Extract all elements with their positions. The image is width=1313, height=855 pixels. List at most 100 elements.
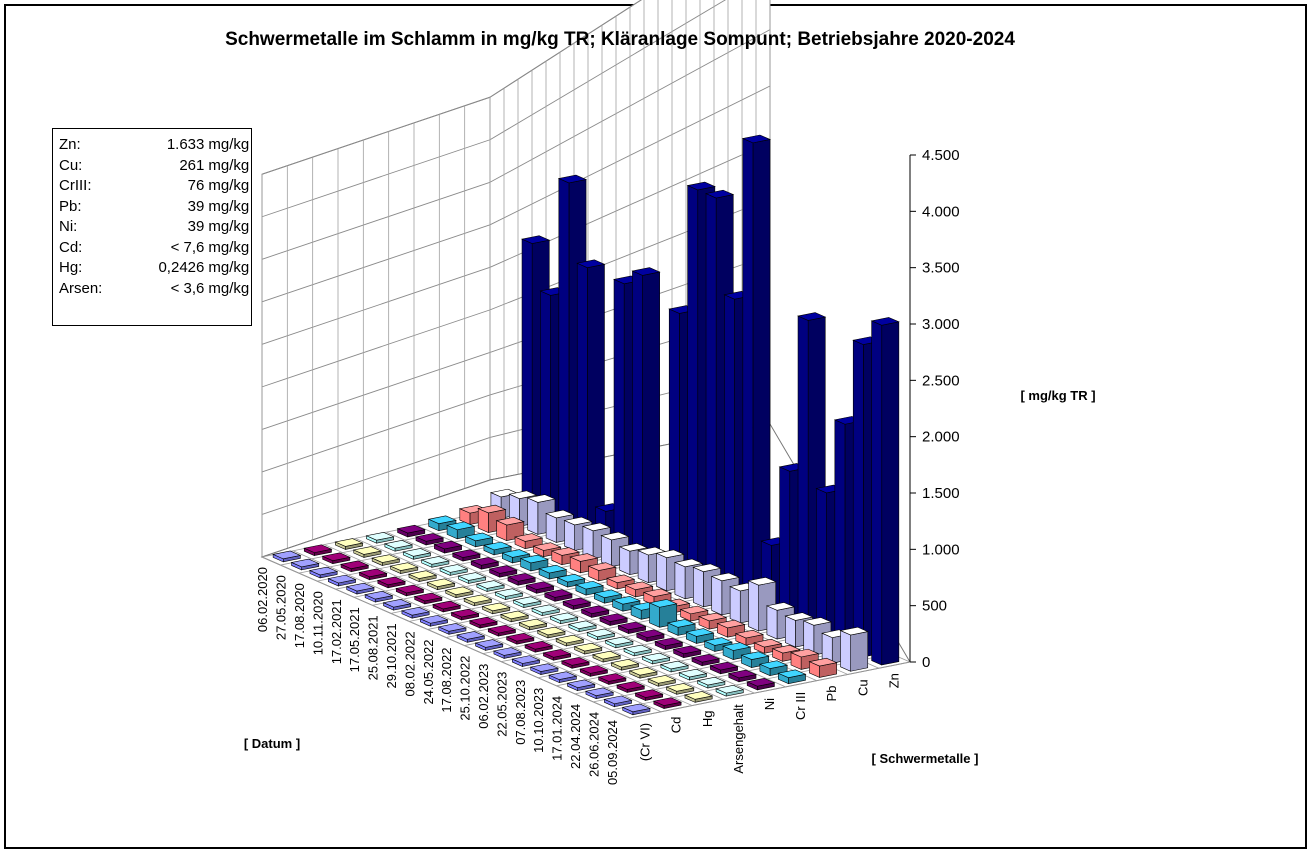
bar-arsengehalt xyxy=(531,604,561,617)
z-tick-label: 4.000 xyxy=(922,203,960,220)
bar-ni xyxy=(414,533,445,546)
legend-unit: mg/kg xyxy=(208,197,250,215)
bar-ni xyxy=(709,661,739,675)
bar-crvi xyxy=(474,639,504,651)
bar-arsengehalt xyxy=(641,652,671,665)
date-tick-label: 10.10.2023 xyxy=(531,688,546,753)
legend-name: Pb: xyxy=(59,197,82,215)
bar-arsengehalt xyxy=(623,644,653,657)
bar-hg xyxy=(628,667,658,679)
legend-value: 39 xyxy=(187,218,205,235)
date-tick-label: 10.11.2020 xyxy=(310,591,325,655)
bar-crvi xyxy=(584,687,615,700)
bar-cd xyxy=(432,600,462,613)
bar-cd xyxy=(597,673,627,685)
legend-unit: mg/kg xyxy=(208,218,250,235)
bar-arsengehalt xyxy=(586,628,616,641)
floor-gridline xyxy=(292,550,662,713)
legend-value: < 7,6 xyxy=(170,238,205,256)
summary-legend-box: Zn: 1.633 mg/kg Cu: 261 mg/kg CrIII: 76 mg/kg Pb:… xyxy=(52,128,252,326)
bar-zn xyxy=(870,317,900,666)
legend-name: Cd: xyxy=(59,238,83,256)
metal-tick-label: (Cr VI) xyxy=(638,723,653,761)
z-tick-label: 3.000 xyxy=(922,316,960,333)
bar-ni xyxy=(451,549,482,562)
legend-name: Cu: xyxy=(59,156,83,174)
gridline-left xyxy=(261,96,491,175)
legend-row: Ni: 39 mg/kg xyxy=(59,217,251,238)
bar-crvi xyxy=(456,631,486,643)
gridline-left xyxy=(261,309,491,388)
bar-hg xyxy=(389,562,419,575)
legend-value: < 3,6 xyxy=(170,279,205,297)
bar-pb xyxy=(532,542,562,558)
legend-unit: mg/kg xyxy=(208,259,250,276)
date-tick-label: 22.05.2023 xyxy=(494,672,509,737)
bar-hg xyxy=(463,594,493,607)
bar-crvi xyxy=(603,695,633,708)
bar-hg xyxy=(518,618,548,631)
legend-row: Pb: 39 mg/kg xyxy=(59,197,251,218)
bar-criii xyxy=(538,564,568,580)
bar-cd xyxy=(560,657,591,669)
bar-pb xyxy=(624,581,654,598)
bar-cd xyxy=(468,616,499,629)
date-tick-label: 29.10.2021 xyxy=(384,623,399,688)
bar-arsengehalt xyxy=(678,668,708,681)
bar-ni xyxy=(672,645,702,659)
legend-value: 1.633 xyxy=(166,136,205,153)
floor-gridline xyxy=(261,556,631,719)
bar-crvi xyxy=(290,558,320,571)
date-tick-label: 08.02.2022 xyxy=(402,631,417,696)
bar-hg xyxy=(647,675,677,687)
bar-pb xyxy=(606,574,636,590)
bar-ni xyxy=(598,613,629,626)
floor-gridline xyxy=(324,544,693,706)
bar-ni xyxy=(635,629,666,643)
date-tick-label: 26.06.2024 xyxy=(586,712,601,777)
date-tick-label: 25.10.2022 xyxy=(458,656,473,721)
bar-arsengehalt xyxy=(549,612,579,625)
bar-ni xyxy=(543,589,574,602)
legend-name: CrIII: xyxy=(59,177,92,194)
metal-tick-label: Zn xyxy=(886,673,901,688)
bar-criii xyxy=(648,599,678,628)
date-tick-label: 17.08.2022 xyxy=(439,648,454,713)
bar-cd xyxy=(542,649,572,661)
bar-crvi xyxy=(364,590,394,603)
legend-name: Ni: xyxy=(59,218,78,235)
bar-ni xyxy=(506,573,537,586)
legend-name: Hg: xyxy=(59,259,83,276)
bar-hg xyxy=(407,570,438,583)
gridline-left xyxy=(261,394,491,473)
z-tick-label: 3.500 xyxy=(922,260,960,277)
bar-arsengehalt xyxy=(439,564,469,576)
x-axis-label: [ Datum ] xyxy=(244,736,300,751)
legend-value: 0,2426 xyxy=(158,259,205,276)
bar-arsengehalt xyxy=(715,684,745,697)
bar-crvi xyxy=(492,647,523,659)
bar-cd xyxy=(340,560,370,573)
bar-arsengehalt xyxy=(420,556,450,568)
bar-ni xyxy=(746,678,776,691)
bar-cd xyxy=(303,544,333,557)
date-tick-label: 24.05.2022 xyxy=(421,639,436,704)
legend-row: Arsen: < 3,6 mg/kg xyxy=(59,279,251,300)
metal-tick-label: Pb xyxy=(824,686,839,702)
bar-cd xyxy=(321,552,351,565)
bar-hg xyxy=(481,602,511,615)
bar-criii xyxy=(593,589,623,604)
bar-cd xyxy=(616,681,646,693)
z-tick-label: 1.500 xyxy=(922,485,960,502)
bar-arsengehalt xyxy=(475,580,506,592)
legend-value: 76 xyxy=(187,177,205,194)
metal-tick-label: Arsengehalt xyxy=(731,704,746,774)
bar-hg xyxy=(371,554,401,566)
bar-crvi xyxy=(437,623,467,635)
bar-hg xyxy=(683,691,714,703)
date-tick-label: 07.08.2023 xyxy=(513,680,528,745)
bar-hg xyxy=(665,683,695,695)
date-tick-label: 22.04.2024 xyxy=(568,704,583,769)
bar-hg xyxy=(334,538,364,550)
